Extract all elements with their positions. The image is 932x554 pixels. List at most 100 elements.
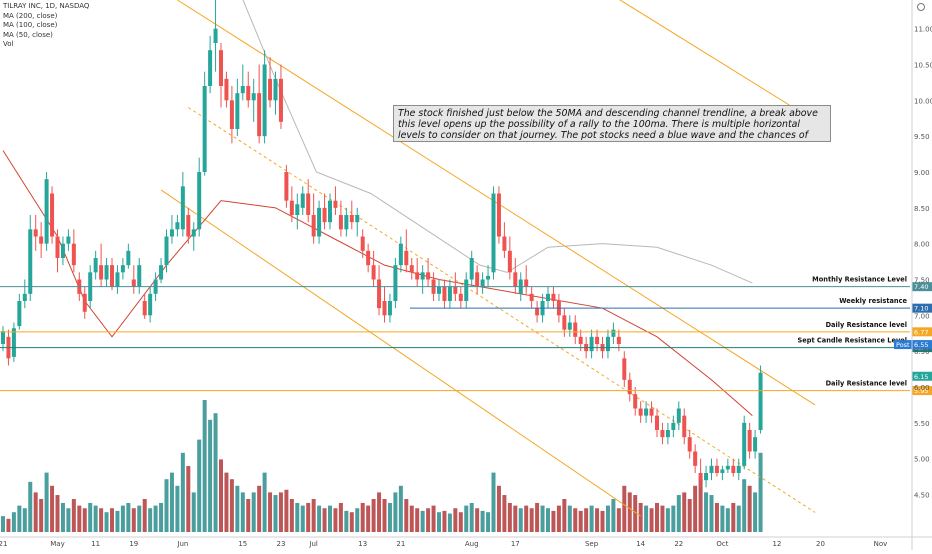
x-tick-label: Jun [176,540,188,548]
price-tag-background [912,340,932,350]
volume-bar [567,505,572,532]
volume-bar [584,508,589,532]
volume-bar [278,492,283,532]
volume-bar [262,472,267,532]
volume-bar [682,492,687,532]
x-tick-label: Jul [308,540,318,548]
candle-body [616,336,621,344]
volume-bar [251,492,256,532]
candle-body [398,243,403,266]
legend-ma100[interactable]: MA (100, close) [3,21,58,30]
x-tick-label: 14 [636,540,645,548]
candle-body [262,64,267,137]
volume-bar [426,508,431,532]
volume-bar [60,502,65,532]
candle-body [605,336,610,352]
candle-body [382,301,387,316]
legend-volume[interactable]: Vol [3,40,14,49]
volume-bar [556,505,561,532]
volume-bar [611,499,616,532]
volume-bar [213,413,218,532]
candle-body [1,331,5,344]
candle-body [131,279,136,287]
volume-bar [164,479,169,532]
candle-body [355,215,360,223]
candle-body [496,193,501,237]
candle-body [404,250,409,266]
volume-bar [175,485,180,532]
candle-body [529,293,534,301]
candle-body [317,207,322,237]
candle-body [415,272,420,280]
legend-ma200[interactable]: MA (200, close) [3,11,58,20]
candle-body [442,286,447,301]
candle-body [437,286,441,294]
y-tick-label: 9.00 [914,169,930,177]
horizontal-level-label: Daily Resistance level [826,380,907,388]
y-tick-label: 11.00 [914,26,932,34]
volume-bar [731,502,736,532]
channel-lower-trendline[interactable] [160,189,641,517]
candle-body [665,430,670,438]
x-tick-label: 19 [129,540,138,548]
settings-icon[interactable] [917,3,925,11]
candle-body [475,272,480,287]
volume-bar [39,499,44,532]
volume-bar [99,508,104,532]
volume-bar [366,505,371,532]
candle-body [349,215,354,223]
candle-body [137,265,142,287]
volume-bar [224,472,229,532]
candle-body [50,193,55,237]
candle-body [175,222,180,230]
volume-bar [393,492,398,532]
volume-bar [742,479,747,532]
x-tick-label: 12 [772,540,781,548]
volume-bar [148,508,153,532]
volume-bar [349,512,354,532]
candle-body [284,172,289,201]
candle-body [387,301,392,316]
candle-body [693,451,698,466]
volume-bar [77,505,82,532]
candle-body [758,372,763,430]
y-tick-label: 4.50 [914,492,930,500]
annotation-note[interactable]: The stock finished just below the 50MA a… [393,105,831,142]
candle-body [44,179,49,244]
trendlines[interactable] [160,0,816,517]
volume-bar [311,499,316,532]
candle-body [219,50,223,86]
candle-body [213,28,218,43]
candle-body [235,93,240,129]
candle-body [191,229,196,237]
legend-ma50[interactable]: MA (50, close) [3,30,53,39]
volume-bar [240,492,245,532]
volume-bar [115,510,120,532]
channel-upper-trendline[interactable] [177,0,816,406]
x-tick-label: 21 [0,540,7,548]
channel-midline[interactable] [188,107,816,513]
x-tick-label: Nov [874,540,888,548]
volume-bar [616,508,621,532]
outer-trendline[interactable] [597,0,794,108]
volume-bar [535,502,540,532]
candle-body [180,186,185,230]
volume-bar [736,505,741,532]
candle-body [169,229,174,237]
volume-bar [268,492,273,532]
volume-bar [578,510,583,532]
candle-body [257,93,262,137]
resistance-levels[interactable]: Monthly Resistance Level 7.40 Weekly resis… [0,276,932,396]
candle-body [208,50,213,86]
volume-bar [306,502,311,532]
volume-bar [415,508,420,532]
volume-bar [551,510,556,532]
volume-bar [627,492,632,532]
candle-body [311,215,316,237]
candle-body [469,258,474,280]
volume-bar [404,499,409,532]
candle-body [578,336,583,344]
candle-body [682,415,687,438]
